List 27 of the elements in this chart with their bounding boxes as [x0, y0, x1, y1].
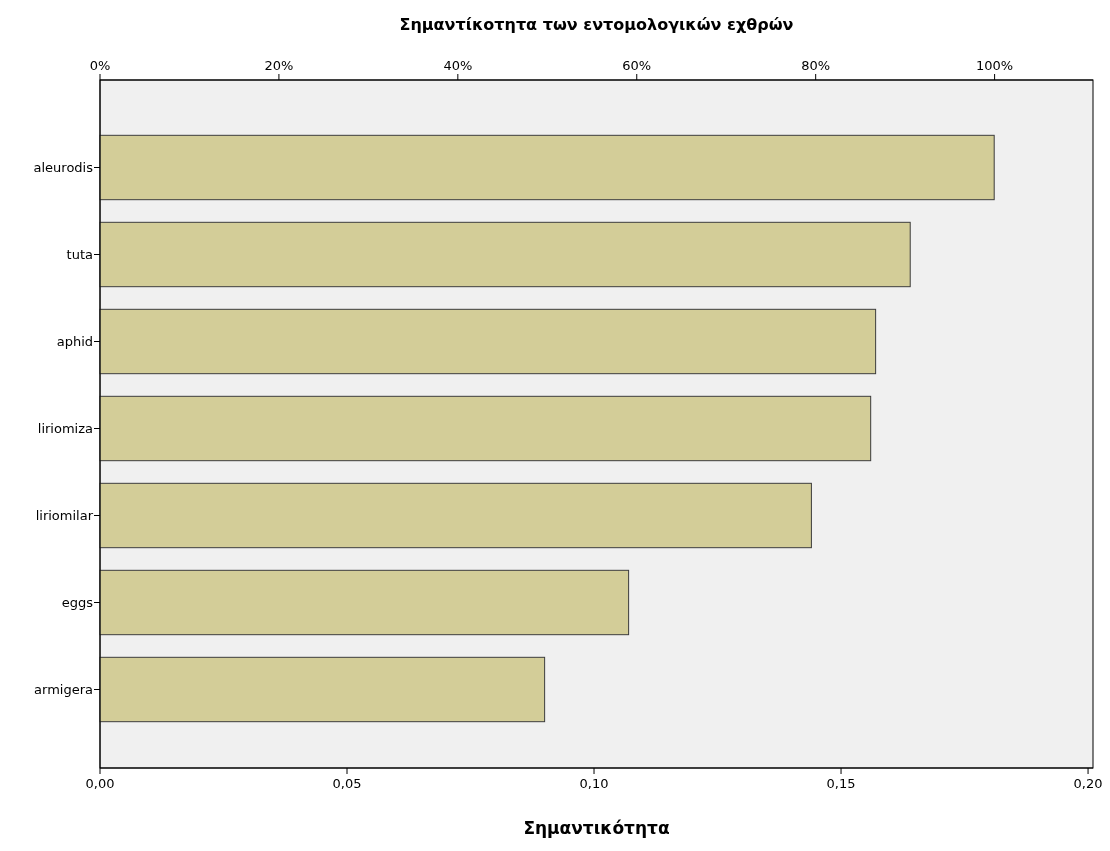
bar — [99, 395, 872, 462]
bar — [99, 134, 995, 201]
x2-tick-label: 100% — [976, 58, 1014, 73]
bar — [99, 656, 546, 723]
x2-tick-label: 80% — [801, 58, 831, 73]
x-tick-label: 0,20 — [1073, 776, 1103, 791]
x2-tick-label: 40% — [443, 58, 473, 73]
y-tick-label: liriomiza — [37, 421, 93, 437]
y-tick-label: eggs — [61, 595, 94, 611]
x-tick-label: 0,00 — [85, 776, 115, 791]
x2-tick-label: 60% — [622, 58, 652, 73]
x-tick-label: 0,05 — [332, 776, 362, 791]
x2-tick-label: 0% — [89, 58, 111, 73]
bar — [99, 569, 630, 636]
x2-tick-label: 20% — [264, 58, 294, 73]
x-axis-title: Σημαντικότητα — [523, 818, 670, 838]
bar — [99, 221, 911, 288]
y-tick-label: aphid — [56, 334, 93, 350]
y-tick-label: liriomilar — [35, 508, 94, 524]
y-tick-label: tuta — [66, 247, 93, 263]
x-tick-label: 0,10 — [579, 776, 609, 791]
bar — [99, 308, 877, 375]
x-tick-label: 0,15 — [826, 776, 856, 791]
y-tick-label: aleurodis — [33, 160, 94, 176]
bar — [99, 482, 812, 549]
chart-title: Σημαντίκοτητα των εντομολογικών εχθρών — [399, 15, 794, 34]
y-tick-label: armigera — [34, 682, 93, 698]
